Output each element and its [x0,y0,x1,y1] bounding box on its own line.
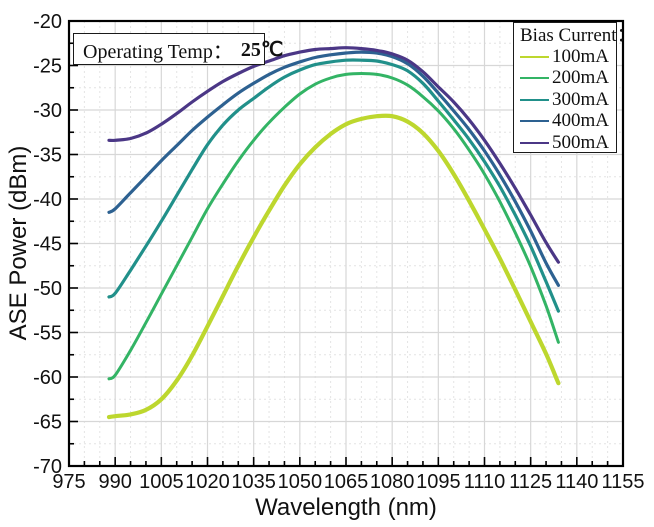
y-tick-label: -70 [33,456,62,478]
y-tick-label: -55 [33,323,62,345]
y-tick-label: -50 [33,278,62,300]
y-tick-label: -35 [33,145,62,167]
x-tick-label: 1095 [416,471,461,493]
y-tick-label: -30 [33,100,62,122]
series-curve-100mA [106,113,561,420]
x-tick-label: 990 [98,471,131,493]
legend-item-label: 100mA [552,45,609,67]
series-curve-500mA [107,46,560,264]
legend-item-500mA: 500mA [520,132,612,154]
x-axis-title: Wavelength (nm) [255,494,437,521]
x-tick-label: 1140 [555,471,598,493]
operating-temp-box: Operating Temp： 25℃ [73,33,283,65]
legend-title: Bias Current： [520,25,636,46]
legend-swatch-icon [520,141,549,144]
legend-item-400mA: 400mA [520,110,612,133]
legend-swatch-icon [520,120,549,123]
x-tick-label: 1080 [370,471,415,493]
legend-item-label: 400mA [552,110,609,132]
legend-item-label: 200mA [552,67,609,89]
operating-temp-value: 25℃ [240,38,284,61]
legend-item-label: 300mA [552,88,609,110]
x-tick-label: 1155 [601,471,644,493]
x-tick-label: 1050 [278,471,323,493]
series-curve-300mA [107,58,560,313]
x-tick-label: 1035 [231,471,276,493]
series-curve-200mA [107,71,560,381]
y-tick-label: -65 [33,412,62,434]
x-tick-label: 1065 [324,471,369,493]
operating-temp-label: Operating Temp： [83,40,233,63]
legend-item-200mA: 200mA [520,67,612,90]
y-tick-label: -20 [33,11,62,33]
y-tick-label: -25 [33,56,62,78]
y-tick-label: -45 [33,234,62,256]
x-tick-label: 1020 [185,471,230,493]
legend-swatch-icon [520,77,549,80]
y-tick-label: -60 [33,367,62,389]
y-tick-label: -40 [33,189,62,211]
legend: Bias Current： 100mA 200mA 300mA 400mA 50… [513,22,636,154]
x-tick-label: 1125 [509,471,552,493]
y-axis-title: ASE Power (dBm) [5,145,32,341]
legend-swatch-icon [520,98,549,101]
legend-swatch-icon [520,55,549,58]
x-tick-label: 975 [52,471,85,493]
legend-item-300mA: 300mA [520,89,612,111]
x-tick-label: 1110 [464,471,506,493]
series-curve-400mA [107,50,560,287]
legend-item-label: 500mA [552,131,609,153]
x-tick-label: 1005 [139,471,184,493]
legend-item-100mA: 100mA [520,46,612,68]
